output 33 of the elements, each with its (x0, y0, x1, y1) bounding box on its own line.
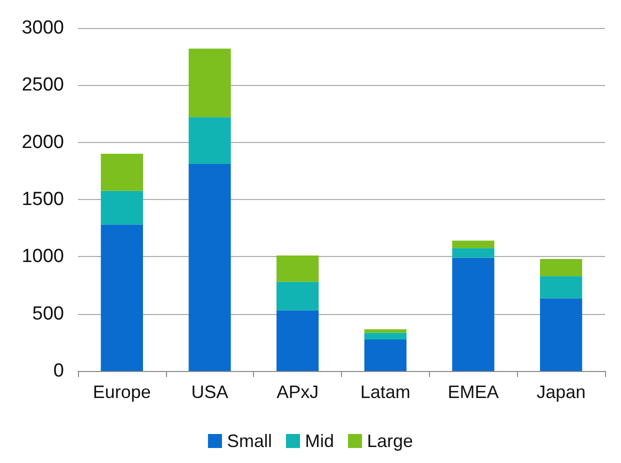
bar (188, 48, 231, 118)
legend-label: Mid (304, 431, 334, 451)
x-tick-label: Japan (536, 382, 586, 402)
bar (276, 256, 319, 282)
bar (540, 258, 582, 276)
x-tick-label: Latam (360, 382, 410, 402)
x-tick-label: USA (191, 382, 228, 402)
y-tick-label: 3000 (22, 18, 64, 38)
y-tick-label: 500 (32, 303, 64, 324)
bar (100, 190, 143, 225)
bar (100, 224, 143, 371)
legend-label: Large (366, 431, 414, 451)
bar (452, 240, 494, 248)
bar (452, 248, 494, 258)
y-tick-label: 1500 (22, 189, 64, 210)
bar (540, 276, 582, 298)
bar (276, 282, 319, 310)
y-tick-label: 1000 (22, 246, 64, 268)
bar (188, 117, 231, 164)
x-tick-label: APxJ (276, 382, 319, 402)
x-tick-label: Europe (92, 382, 151, 402)
bar (188, 164, 231, 371)
x-tick-label: EMEA (448, 382, 499, 402)
bar (364, 332, 406, 340)
bar (276, 310, 319, 371)
bar (364, 340, 406, 371)
bar (452, 258, 494, 371)
bar (540, 298, 582, 371)
bar (100, 154, 143, 191)
y-tick-label: 2500 (22, 74, 64, 96)
legend-label: Small (226, 431, 272, 451)
y-tick-label: 0 (53, 360, 64, 382)
y-tick-label: 2000 (22, 132, 64, 153)
